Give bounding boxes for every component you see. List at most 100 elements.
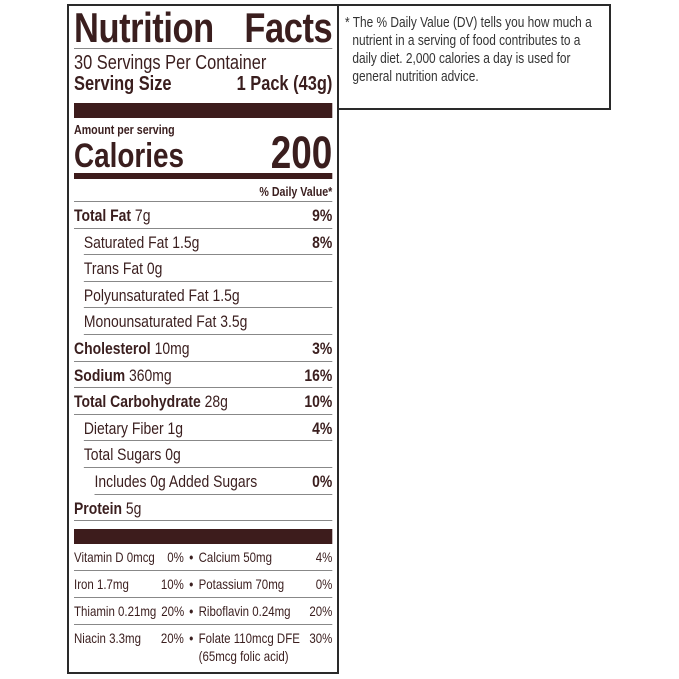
nutrient-amount: 360mg [129, 365, 172, 385]
vitamin-row: Thiamin 0.21mg 20% • Riboflavin 0.24mg 20% [74, 598, 333, 625]
vitamin-dv: 10% [160, 575, 184, 592]
vitamin-name: Iron 1.7mg [74, 575, 129, 592]
label-title: Nutrition Facts [74, 4, 333, 51]
nutrient-dv: 9% [312, 206, 333, 225]
nutrient-amount: 0g [165, 445, 181, 465]
nutrient-name-amount: Trans Fat 0g [84, 255, 163, 281]
nutrient-amount: 5g [125, 498, 142, 518]
calories-value: 200 [270, 127, 333, 178]
calories-label: Calories [74, 137, 185, 175]
serving-size-value: 1 Pack (43g) [236, 73, 333, 95]
vitamin-note: (65mcg folic acid) [198, 647, 289, 664]
vitamin-cell: Riboflavin 0.24mg 20% [199, 598, 333, 624]
vitamin-cell: Calcium 50mg 4% [199, 544, 333, 570]
nutrient-name: Trans Fat [83, 259, 143, 279]
title-word: Facts [244, 4, 333, 51]
vitamin-dv: 20% [160, 629, 184, 646]
vitamin-name: Riboflavin 0.24mg [198, 602, 291, 619]
nutrient-amount: 3.5g [220, 312, 248, 332]
nutrient-amount: 10mg [154, 338, 190, 358]
nutrient-row: Total Carbohydrate 28g 10% [74, 388, 333, 415]
vitamin-cell: Vitamin D 0mcg 0% [74, 544, 184, 570]
nutrient-name: Total Sugars [83, 445, 162, 465]
nutrient-row: Protein 5g [74, 495, 333, 522]
vitamin-name-wrap: Riboflavin 0.24mg [199, 598, 291, 624]
nutrient-name: Total Fat [74, 206, 132, 225]
nutrient-name-amount: Monounsaturated Fat 3.5g [84, 308, 248, 334]
nutrient-amount: 7g [134, 206, 151, 225]
nutrient-amount: 1.5g [172, 232, 200, 252]
nutrient-row: Cholesterol 10mg 3% [74, 335, 333, 362]
vitamin-cell: Thiamin 0.21mg 20% [74, 598, 184, 624]
nutrient-dv: 10% [304, 392, 333, 412]
nutrient-dv: 0% [312, 471, 333, 491]
vitamin-row: Iron 1.7mg 10% • Potassium 70mg 0% [74, 571, 333, 598]
nutrient-row: Sodium 360mg 16% [74, 362, 333, 389]
vitamin-name-wrap: Iron 1.7mg [74, 571, 129, 597]
vitamin-dv: 20% [309, 602, 333, 619]
vitamin-name: Potassium 70mg [198, 575, 285, 592]
nutrient-dv: 16% [304, 365, 333, 385]
calories-row: Calories 200 [74, 130, 332, 175]
vitamin-cell: Niacin 3.3mg 20% [74, 629, 184, 665]
vitamin-name: Vitamin D 0mcg [74, 549, 155, 566]
vitamin-name-wrap: Thiamin 0.21mg [74, 598, 156, 624]
nutrient-row: Includes 0g Added Sugars 0% [94, 468, 333, 495]
bullet-icon: • [189, 629, 194, 646]
thick-divider [74, 529, 333, 545]
nutrient-name-amount: Total Carbohydrate 28g [74, 388, 228, 414]
vitamin-name-wrap: Niacin 3.3mg [74, 629, 141, 665]
vitamin-name-wrap: Folate 110mcg DFE (65mcg folic acid) [199, 629, 300, 665]
vitamin-name: Calcium 50mg [198, 549, 273, 566]
nutrient-row: Dietary Fiber 1g 4% [83, 415, 333, 442]
vitamin-row: Vitamin D 0mcg 0% • Calcium 50mg 4% [74, 544, 333, 571]
nutrient-dv: 4% [312, 418, 333, 438]
vitamin-cell: Folate 110mcg DFE (65mcg folic acid) 30% [199, 629, 333, 665]
nutrient-row: Total Fat 7g 9% [74, 202, 333, 229]
vitamin-dv: 30% [309, 629, 333, 646]
nutrient-name-amount: Protein 5g [74, 495, 141, 521]
nutrient-row: Trans Fat 0g [83, 255, 333, 282]
vitamin-row: Niacin 3.3mg 20% • Folate 110mcg DFE (65mcg … [74, 625, 332, 665]
vitamin-name: Folate 110mcg DFE [198, 629, 300, 646]
nutrient-name: Monounsaturated Fat [83, 312, 217, 332]
nutrient-name-amount: Total Sugars 0g [84, 441, 181, 467]
vitamin-dv: 0% [167, 549, 184, 566]
nutrient-row: Polyunsaturated Fat 1.5g [83, 282, 333, 309]
nutrient-name-amount: Includes 0g Added Sugars [95, 468, 258, 494]
nutrient-list: Total Fat 7g 9% Saturated Fat 1.5g 8% Trans … [74, 202, 333, 522]
nutrient-dv: 8% [312, 232, 333, 252]
nutrient-name: Polyunsaturated Fat [83, 285, 209, 305]
vitamin-name-wrap: Vitamin D 0mcg [74, 544, 155, 570]
bullet-icon: • [189, 575, 194, 592]
daily-value-header: % Daily Value* [74, 185, 333, 202]
nutrient-name: Saturated Fat [83, 232, 169, 252]
vitamin-dv: 4% [315, 549, 333, 566]
vitamin-name: Niacin 3.3mg [74, 629, 141, 646]
amount-per-serving: Amount per serving [74, 122, 175, 137]
nutrient-name-amount: Dietary Fiber 1g [84, 415, 183, 441]
nutrient-name: Dietary Fiber [83, 418, 164, 438]
nutrient-dv: 3% [312, 338, 333, 358]
nutrient-name-amount: Saturated Fat 1.5g [84, 229, 199, 255]
nutrient-name: Includes 0g Added Sugars [94, 471, 258, 491]
footnote-box: * The % Daily Value (DV) tells you how m… [339, 4, 611, 110]
vitamin-dv: 0% [315, 575, 333, 592]
vitamin-name: Thiamin 0.21mg [74, 602, 157, 619]
nutrient-amount: 28g [204, 392, 228, 412]
medium-divider [74, 173, 333, 179]
thick-divider [74, 103, 333, 118]
nutrient-amount: 1.5g [212, 285, 240, 305]
serving-size: Serving Size 1 Pack (43g) [74, 74, 332, 96]
vitamin-name-wrap: Potassium 70mg [199, 571, 285, 597]
servings-per-container: 30 Servings Per Container [74, 52, 267, 74]
title-word: Nutrition [74, 4, 214, 51]
nutrient-row: Total Sugars 0g [83, 441, 333, 468]
nutrient-name: Cholesterol [74, 338, 151, 358]
nutrient-name-amount: Total Fat 7g [74, 202, 150, 228]
bullet-icon: • [189, 602, 194, 619]
nutrient-name-amount: Polyunsaturated Fat 1.5g [84, 282, 240, 308]
vitamin-list: Vitamin D 0mcg 0% • Calcium 50mg 4% Iron 1.7m… [74, 544, 333, 665]
vitamin-name-wrap: Calcium 50mg [199, 544, 272, 570]
bullet-icon: • [189, 549, 194, 566]
